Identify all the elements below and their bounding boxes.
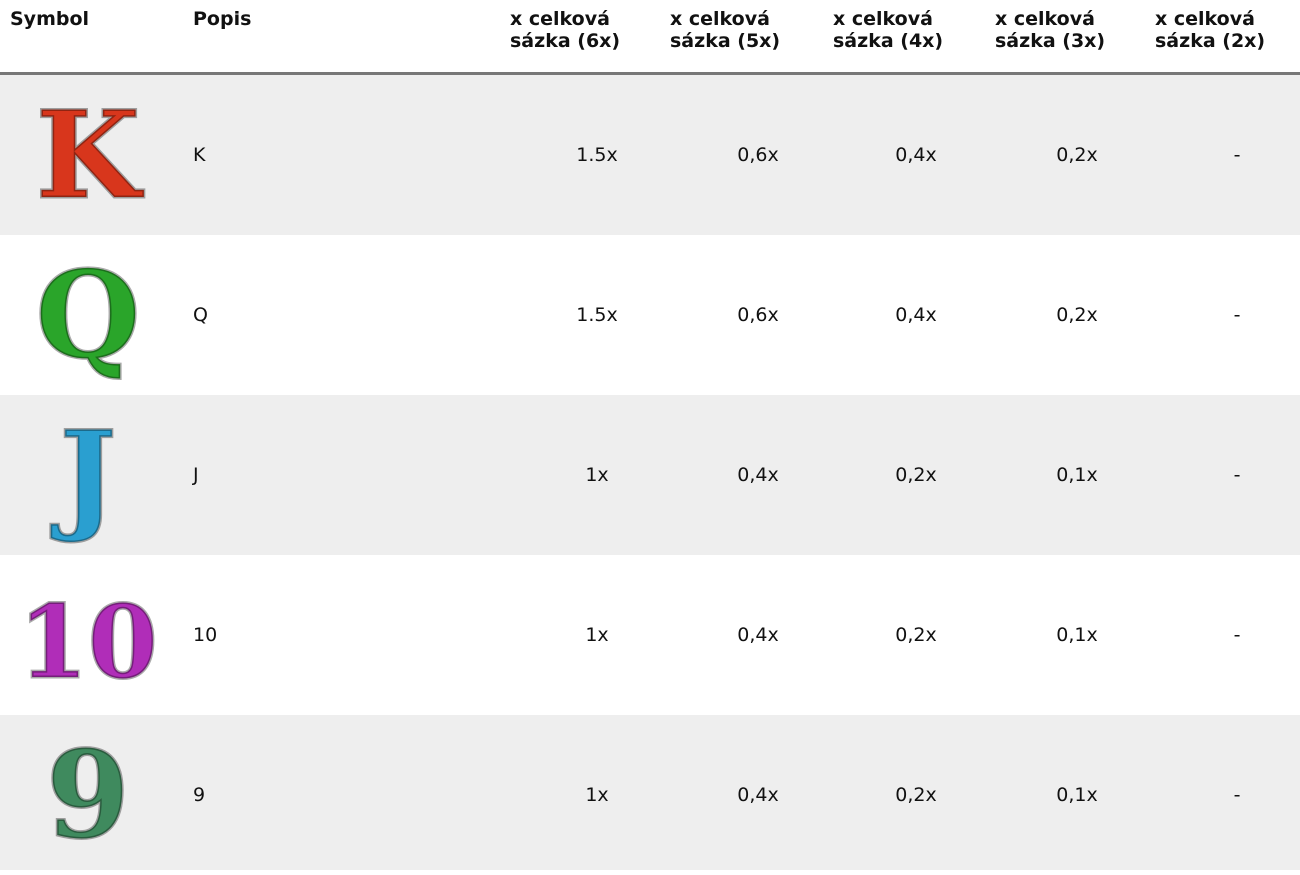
symbol-icon: J (49, 404, 118, 548)
payout: 0,1x (1056, 624, 1098, 646)
description: Q (193, 304, 208, 326)
table-row: J J 1x 0,4x 0,2x 0,1x - (0, 395, 1300, 555)
payout: 1x (585, 784, 609, 806)
payout: - (1233, 784, 1241, 806)
table-row: 9 9 1x 0,4x 0,2x 0,1x - (0, 715, 1300, 870)
header-divider (0, 72, 1300, 75)
payout: 0,4x (895, 144, 937, 166)
symbol-icon: 10 (17, 582, 159, 703)
table-row: Q Q 1.5x 0,6x 0,4x 0,2x - (0, 235, 1300, 395)
symbol-glyph: Q (36, 245, 141, 386)
header-cell: x celková sázka (4x) (833, 8, 944, 52)
payout: - (1233, 464, 1241, 486)
payout: 0,2x (895, 624, 937, 646)
header-cell: Symbol (10, 8, 90, 30)
payout: - (1233, 624, 1241, 646)
symbol-glyph: K (36, 85, 144, 226)
table-row: K K 1.5x 0,6x 0,4x 0,2x - (0, 75, 1300, 235)
payout: 0,1x (1056, 464, 1098, 486)
payout: 0,2x (895, 784, 937, 806)
payout: 0,4x (737, 464, 779, 486)
description: K (193, 144, 206, 166)
table-row: 10 10 1x 0,4x 0,2x 0,1x - (0, 555, 1300, 715)
header-cell: x celková sázka (2x) (1155, 8, 1266, 52)
payout: 0,1x (1056, 784, 1098, 806)
header-cell: x celková sázka (5x) (670, 8, 781, 52)
payout: 0,6x (737, 144, 779, 166)
payout: - (1233, 304, 1241, 326)
description: J (193, 464, 199, 486)
symbol-icon: 9 (45, 724, 132, 868)
payout: 1.5x (576, 144, 618, 166)
symbol-icon: K (34, 84, 145, 228)
payout: 0,2x (1056, 144, 1098, 166)
header-cell: Popis (193, 8, 252, 30)
header-cell: x celková sázka (3x) (995, 8, 1106, 52)
symbol-glyph: 9 (46, 725, 130, 866)
payout: 1x (585, 624, 609, 646)
payout: 0,4x (737, 784, 779, 806)
header-cell: x celková sázka (6x) (510, 8, 621, 52)
payout: 0,4x (737, 624, 779, 646)
payout: 0,2x (895, 464, 937, 486)
payout: 0,6x (737, 304, 779, 326)
symbol-glyph: J (51, 405, 117, 546)
description: 10 (193, 624, 218, 646)
payout: 0,4x (895, 304, 937, 326)
payout: 0,2x (1056, 304, 1098, 326)
payout: - (1233, 144, 1241, 166)
payout: 1x (585, 464, 609, 486)
description: 9 (193, 784, 206, 806)
payout: 1.5x (576, 304, 618, 326)
symbol-glyph: 10 (18, 583, 157, 701)
symbol-icon: Q (34, 244, 142, 388)
